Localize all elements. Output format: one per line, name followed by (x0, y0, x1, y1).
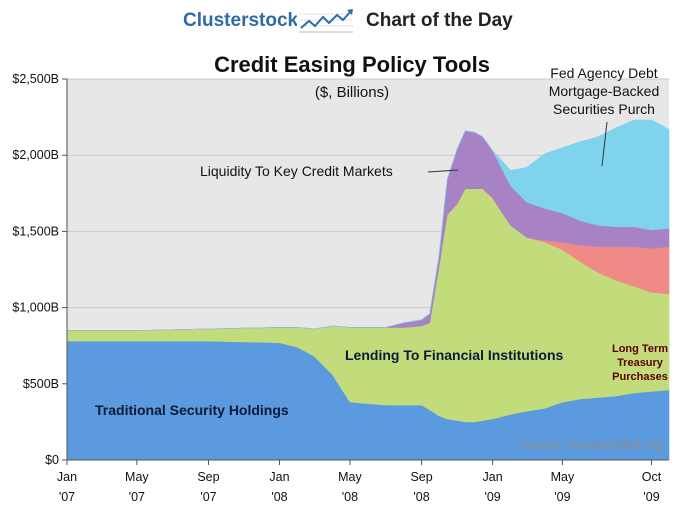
chart-subtitle: ($, Billions) (315, 84, 389, 101)
x-tick-label-year: '07 (129, 490, 145, 504)
header-banner: Clusterstock Chart of the Day (0, 0, 680, 42)
fed-agency-leader-line (601, 121, 608, 167)
series-label-long-term-3: Purchases (612, 371, 668, 383)
x-tick-label-year: '07 (200, 490, 216, 504)
x-tick-label-year: '08 (342, 490, 358, 504)
brand-name: Clusterstock (183, 10, 299, 31)
x-tick-label-month: Jan (269, 470, 289, 484)
x-tick-label-month: Oct (642, 470, 662, 484)
series-label-traditional: Traditional Security Holdings (95, 402, 289, 418)
x-tick-label-year: '09 (643, 490, 659, 504)
area-fed-agency-debt-mortgage-backed-securities-purch (67, 119, 670, 331)
y-tick-label: $1,000B (12, 301, 59, 315)
series-label-lending: Lending To Financial Institutions (345, 347, 563, 363)
series-label-fed-agency-3: Securities Purch (553, 101, 655, 117)
credit-easing-chart: $0 $500B $1,000B $1,500B $2,000B $2,500B Jan '… (12, 52, 670, 504)
y-tick-label: $1,500B (12, 224, 59, 238)
x-tick-label-year: '08 (413, 490, 429, 504)
x-tick-label-month: May (125, 470, 149, 484)
x-tick-label-month: Jan (483, 470, 503, 484)
chart-title: Credit Easing Policy Tools (214, 52, 490, 77)
series-label-fed-agency-2: Mortgage-Backed (549, 83, 660, 99)
x-tick-label-month: May (551, 470, 575, 484)
x-tick-label-year: '09 (554, 490, 570, 504)
x-tick-label-month: Jan (57, 470, 77, 484)
stacked-areas (66, 119, 670, 461)
x-tick-label-year: '07 (59, 490, 75, 504)
y-tick-label: $0 (45, 453, 59, 467)
y-axis-ticks: $0 $500B $1,000B $1,500B $2,000B $2,500B (12, 72, 67, 467)
axes (66, 79, 669, 461)
y-tick-label: $2,000B (12, 148, 59, 162)
series-label-fed-agency-1: Fed Agency Debt (550, 65, 658, 81)
liquidity-leader-line (427, 169, 459, 173)
y-tick-label: $2,500B (12, 72, 59, 86)
x-tick-label-month: Sep (197, 470, 219, 484)
x-tick-label-year: '08 (271, 490, 287, 504)
rising-chart-icon (297, 8, 355, 34)
x-tick-label-year: '09 (484, 490, 500, 504)
x-tick-label-month: May (338, 470, 362, 484)
x-axis-ticks: Jan '07 May '07 Sep '07 Jan '08 May '08 Sep '08 Jan '… (57, 460, 662, 504)
source-note: Source: clevelandfed.org (519, 437, 663, 452)
series-label-liquidity: Liquidity To Key Credit Markets (200, 163, 393, 179)
y-tick-label: $500B (23, 377, 59, 391)
chart-of-the-day-label: Chart of the Day (366, 10, 513, 31)
series-label-long-term-2: Treasury (617, 357, 664, 369)
x-tick-label-month: Sep (410, 470, 432, 484)
series-label-long-term-1: Long Term (612, 343, 668, 355)
